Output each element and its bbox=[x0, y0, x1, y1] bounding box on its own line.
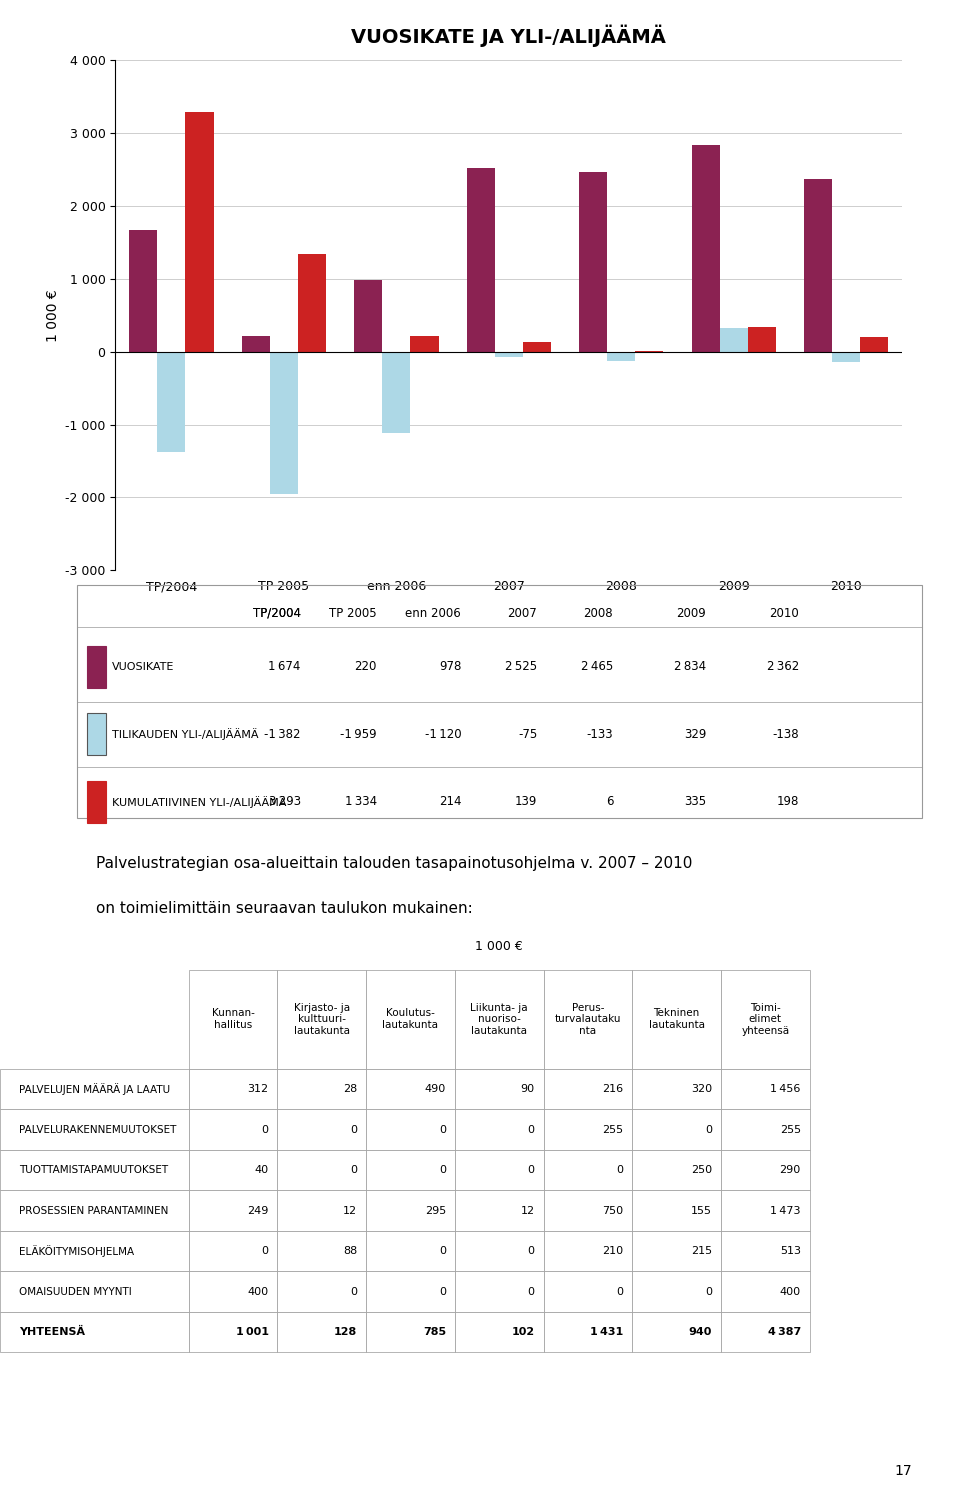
Text: 2007: 2007 bbox=[508, 606, 538, 620]
Text: TP/2004: TP/2004 bbox=[252, 606, 300, 620]
Bar bbox=[467, 168, 494, 351]
Bar bbox=[242, 336, 270, 351]
Text: enn 2006: enn 2006 bbox=[405, 606, 461, 620]
Bar bbox=[87, 645, 106, 687]
Text: 2008: 2008 bbox=[584, 606, 613, 620]
Bar bbox=[579, 173, 608, 351]
Text: 2009: 2009 bbox=[677, 606, 707, 620]
Text: 17: 17 bbox=[895, 1465, 912, 1478]
Text: 2010: 2010 bbox=[769, 606, 799, 620]
Bar bbox=[411, 336, 439, 351]
Bar bbox=[130, 230, 157, 351]
Bar bbox=[720, 327, 748, 351]
Text: 198: 198 bbox=[777, 796, 799, 808]
Text: KUMULATIIVINEN YLI-/ALIJÄÄMÄ: KUMULATIIVINEN YLI-/ALIJÄÄMÄ bbox=[112, 796, 287, 808]
Text: 6: 6 bbox=[606, 796, 613, 808]
Bar bbox=[804, 180, 832, 351]
Bar bbox=[354, 281, 382, 351]
Text: TP 2005: TP 2005 bbox=[329, 606, 376, 620]
Text: Palvelustrategian osa-alueittain talouden tasapainotusohjelma v. 2007 – 2010: Palvelustrategian osa-alueittain taloude… bbox=[96, 856, 692, 871]
Bar bbox=[748, 327, 776, 351]
Text: -138: -138 bbox=[773, 728, 799, 741]
Text: TILIKAUDEN YLI-/ALIJÄÄMÄ: TILIKAUDEN YLI-/ALIJÄÄMÄ bbox=[112, 728, 259, 740]
Bar bbox=[382, 351, 411, 434]
Text: 335: 335 bbox=[684, 796, 707, 808]
Bar bbox=[523, 342, 551, 351]
Text: 3 293: 3 293 bbox=[269, 796, 300, 808]
Text: 1 000 €: 1 000 € bbox=[475, 940, 523, 953]
Text: 2 525: 2 525 bbox=[505, 660, 538, 674]
Title: VUOSIKATE JA YLI-/ALIJÄÄMÄ: VUOSIKATE JA YLI-/ALIJÄÄMÄ bbox=[351, 26, 666, 48]
Text: -1 959: -1 959 bbox=[340, 728, 376, 741]
Bar bbox=[87, 713, 106, 755]
Bar bbox=[270, 351, 298, 494]
Bar bbox=[87, 781, 106, 823]
Bar bbox=[607, 351, 636, 362]
Text: 2 465: 2 465 bbox=[581, 660, 613, 674]
Text: 2 834: 2 834 bbox=[674, 660, 707, 674]
Text: 978: 978 bbox=[439, 660, 461, 674]
Bar bbox=[832, 351, 860, 362]
Text: -133: -133 bbox=[587, 728, 613, 741]
Text: on toimielimittäin seuraavan taulukon mukainen:: on toimielimittäin seuraavan taulukon mu… bbox=[96, 901, 472, 916]
Text: 1 334: 1 334 bbox=[345, 796, 376, 808]
Text: TP/2004: TP/2004 bbox=[252, 606, 300, 620]
Text: 1 674: 1 674 bbox=[268, 660, 300, 674]
Text: 214: 214 bbox=[439, 796, 461, 808]
Text: -1 120: -1 120 bbox=[424, 728, 461, 741]
Text: VUOSIKATE: VUOSIKATE bbox=[112, 662, 175, 672]
Text: -1 382: -1 382 bbox=[264, 728, 300, 741]
Bar bbox=[691, 146, 720, 351]
Bar bbox=[494, 351, 523, 357]
Bar bbox=[298, 254, 326, 351]
Text: 139: 139 bbox=[515, 796, 538, 808]
Bar bbox=[157, 351, 185, 452]
Text: 2 362: 2 362 bbox=[767, 660, 799, 674]
Y-axis label: 1 000 €: 1 000 € bbox=[45, 288, 60, 342]
Text: 329: 329 bbox=[684, 728, 707, 741]
Text: -75: -75 bbox=[518, 728, 538, 741]
Bar bbox=[860, 338, 888, 351]
Text: 220: 220 bbox=[354, 660, 376, 674]
Bar bbox=[185, 111, 213, 351]
